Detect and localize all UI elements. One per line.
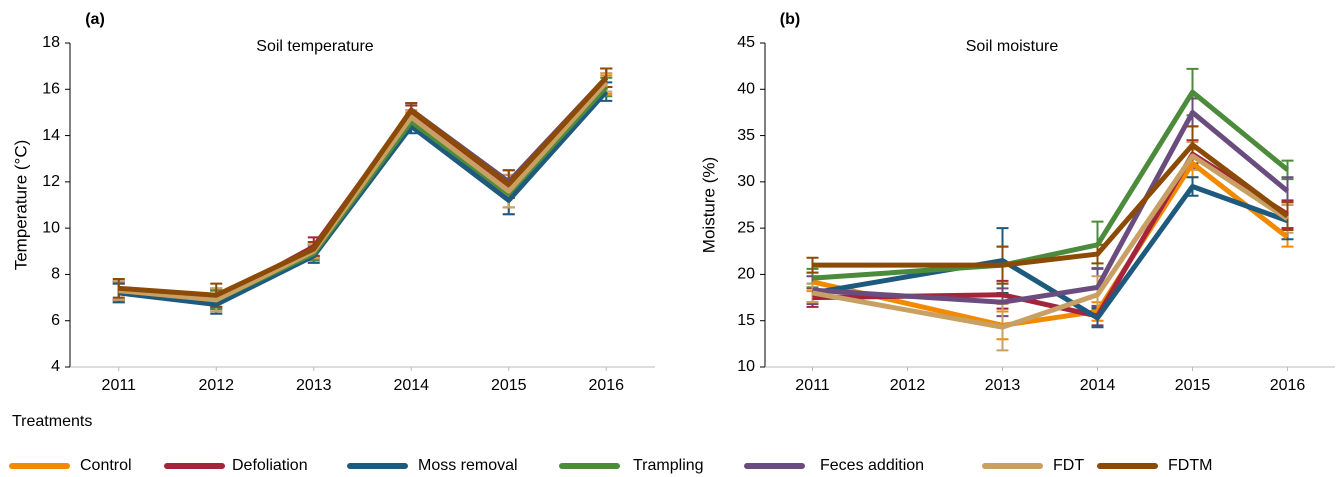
x-tick-label: 2016 — [1270, 377, 1306, 394]
legend-title: Treatments — [12, 413, 92, 430]
series-line — [811, 160, 1290, 328]
x-tick-label: 2016 — [588, 377, 624, 394]
x-tick-label: 2015 — [491, 377, 527, 394]
panel-label: (b) — [780, 11, 800, 28]
series-line — [812, 142, 1290, 268]
legend-label: Moss removal — [418, 457, 518, 474]
y-tick-label: 10 — [42, 219, 60, 236]
panel-label: (a) — [85, 11, 105, 28]
series-line — [812, 109, 1290, 305]
y-tick-label: 16 — [42, 81, 60, 98]
series-line — [118, 89, 609, 308]
y-tick-label: 35 — [737, 127, 755, 144]
y-axis-label: Moisture (%) — [699, 157, 718, 253]
x-tick-label: 2014 — [1080, 377, 1116, 394]
chart-title: Soil temperature — [256, 38, 373, 55]
series-line — [812, 153, 1289, 330]
y-tick-label: 45 — [737, 34, 755, 51]
legend-label: Feces addition — [820, 457, 924, 474]
x-tick-label: 2015 — [1175, 377, 1211, 394]
series-line — [118, 80, 609, 303]
x-tick-label: 2013 — [296, 377, 332, 394]
legend-label: Defoliation — [232, 457, 308, 474]
y-tick-label: 6 — [51, 312, 60, 329]
x-tick-label: 2011 — [795, 377, 830, 394]
y-tick-label: 14 — [42, 127, 60, 144]
x-tick-label: 2012 — [198, 377, 234, 394]
y-tick-label: 4 — [51, 358, 60, 375]
y-axis-label: Temperature (°C) — [11, 140, 30, 271]
y-tick-label: 18 — [42, 34, 60, 51]
legend-label: FDT — [1053, 457, 1084, 474]
legend-label: Trampling — [633, 457, 704, 474]
x-tick-label: 2013 — [985, 377, 1021, 394]
y-tick-label: 40 — [737, 81, 755, 98]
x-tick-label: 2014 — [393, 377, 429, 394]
x-tick-label: 2011 — [102, 377, 137, 394]
chart-title: Soil moisture — [966, 38, 1059, 55]
y-tick-label: 15 — [737, 312, 755, 329]
y-tick-label: 30 — [737, 173, 755, 190]
y-tick-label: 25 — [737, 219, 755, 236]
y-tick-label: 8 — [51, 266, 60, 283]
y-tick-label: 10 — [737, 358, 755, 375]
y-tick-label: 20 — [737, 266, 755, 283]
series-line — [812, 89, 1290, 281]
series-line — [118, 76, 609, 298]
x-tick-label: 2012 — [890, 377, 926, 394]
legend-label: Control — [80, 457, 132, 474]
y-tick-label: 12 — [42, 173, 60, 190]
legend-label: FDTM — [1168, 457, 1212, 474]
